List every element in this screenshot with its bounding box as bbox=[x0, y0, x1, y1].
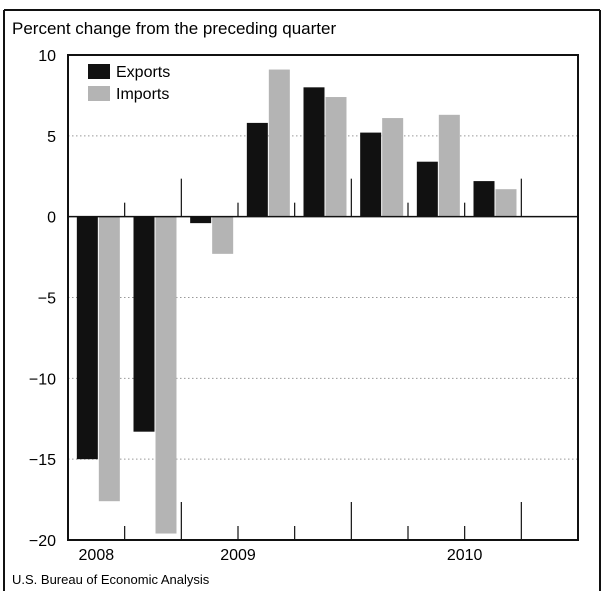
y-tick-label: −10 bbox=[29, 371, 56, 388]
bar-exports bbox=[303, 87, 325, 217]
x-year-label: 2008 bbox=[79, 547, 115, 564]
source-note: U.S. Bureau of Economic Analysis bbox=[12, 572, 210, 587]
bar-imports bbox=[212, 216, 234, 254]
bar-imports bbox=[438, 114, 460, 217]
y-tick-label: −5 bbox=[38, 291, 56, 308]
bar-exports bbox=[190, 216, 212, 224]
bar-imports bbox=[98, 216, 120, 502]
plot-area: 10 5 0 −5 −10 −15 −20 2008 2009 2010 Exports Import… bbox=[29, 48, 579, 564]
bar-exports bbox=[133, 216, 155, 432]
bar-exports bbox=[246, 122, 268, 217]
bar-exports bbox=[416, 161, 438, 217]
x-year-label: 2010 bbox=[447, 547, 483, 564]
x-year-label: 2009 bbox=[220, 547, 256, 564]
bar-exports bbox=[473, 181, 495, 217]
legend-label-exports: Exports bbox=[116, 64, 170, 81]
legend-label-imports: Imports bbox=[116, 86, 169, 103]
bar-exports bbox=[360, 132, 382, 217]
y-tick-label: 10 bbox=[38, 48, 56, 65]
bar-imports bbox=[382, 118, 404, 217]
bar-imports bbox=[268, 69, 290, 217]
y-tick-label: −15 bbox=[29, 452, 56, 469]
bar-exports bbox=[76, 216, 98, 460]
y-tick-label: −20 bbox=[29, 533, 56, 550]
legend-swatch-exports bbox=[88, 64, 110, 79]
y-tick-label: 0 bbox=[47, 210, 56, 227]
bar-imports bbox=[325, 97, 347, 217]
bar-imports bbox=[155, 216, 177, 534]
legend-swatch-imports bbox=[88, 86, 110, 101]
y-tick-label: 5 bbox=[47, 129, 56, 146]
bar-imports bbox=[495, 189, 517, 217]
y-axis-label: Percent change from the preceding quarte… bbox=[12, 19, 336, 38]
plot-frame bbox=[67, 54, 579, 541]
